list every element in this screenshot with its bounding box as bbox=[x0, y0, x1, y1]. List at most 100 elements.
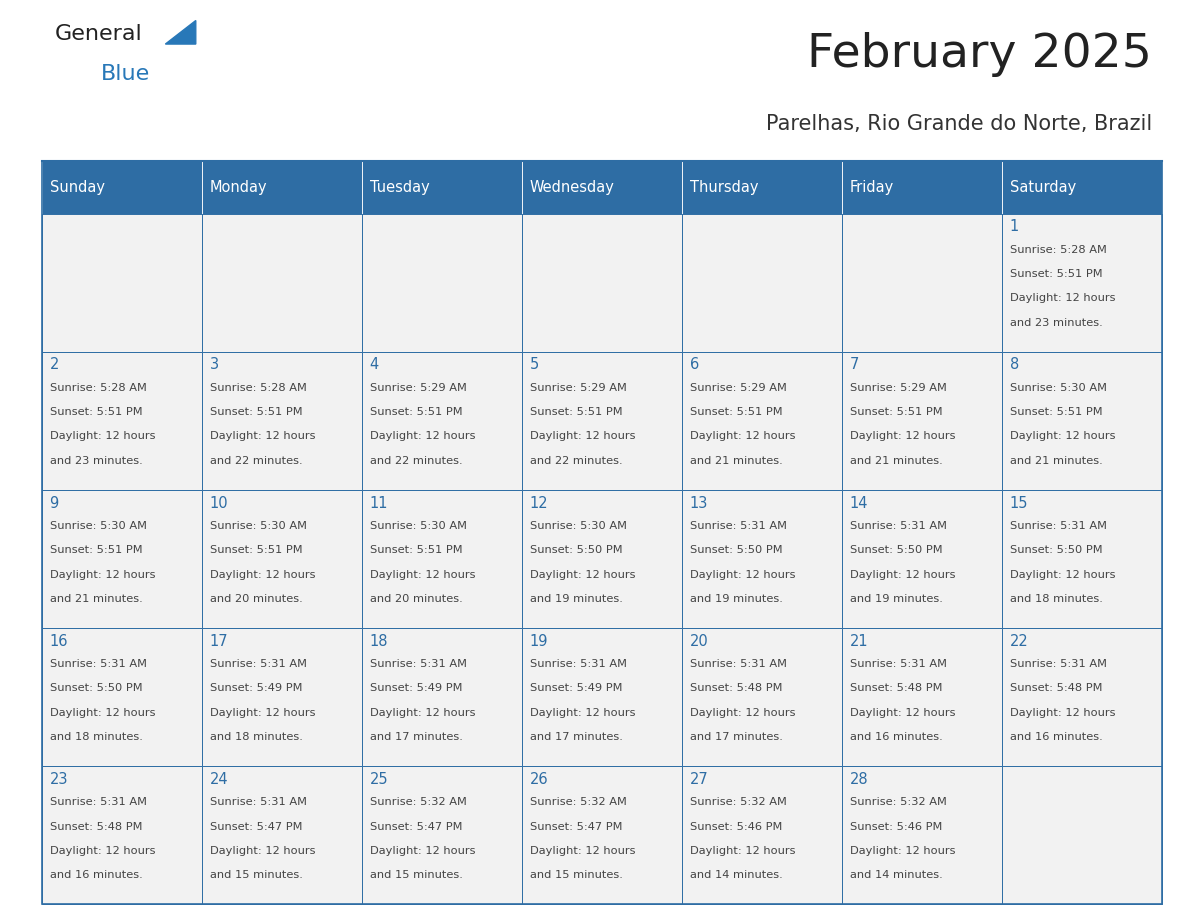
Text: Daylight: 12 hours: Daylight: 12 hours bbox=[369, 845, 475, 856]
Text: and 21 minutes.: and 21 minutes. bbox=[50, 594, 143, 604]
Text: 28: 28 bbox=[849, 772, 868, 787]
Text: Sunrise: 5:31 AM: Sunrise: 5:31 AM bbox=[50, 798, 146, 807]
Text: 14: 14 bbox=[849, 496, 868, 510]
Text: Parelhas, Rio Grande do Norte, Brazil: Parelhas, Rio Grande do Norte, Brazil bbox=[766, 114, 1152, 134]
Text: and 19 minutes.: and 19 minutes. bbox=[530, 594, 623, 604]
Text: Daylight: 12 hours: Daylight: 12 hours bbox=[530, 845, 636, 856]
Text: Sunset: 5:49 PM: Sunset: 5:49 PM bbox=[530, 684, 623, 693]
Text: Daylight: 12 hours: Daylight: 12 hours bbox=[849, 845, 955, 856]
Text: Sunset: 5:48 PM: Sunset: 5:48 PM bbox=[1010, 684, 1102, 693]
Text: 12: 12 bbox=[530, 496, 549, 510]
Text: Sunset: 5:48 PM: Sunset: 5:48 PM bbox=[849, 684, 942, 693]
Text: Sunset: 5:50 PM: Sunset: 5:50 PM bbox=[1010, 545, 1102, 555]
Text: 20: 20 bbox=[690, 633, 708, 649]
Text: Daylight: 12 hours: Daylight: 12 hours bbox=[530, 708, 636, 718]
Text: 27: 27 bbox=[690, 772, 708, 787]
Text: 6: 6 bbox=[690, 357, 699, 373]
Text: and 21 minutes.: and 21 minutes. bbox=[1010, 455, 1102, 465]
Text: Sunset: 5:50 PM: Sunset: 5:50 PM bbox=[530, 545, 623, 555]
Text: and 17 minutes.: and 17 minutes. bbox=[369, 732, 462, 742]
Text: Sunset: 5:51 PM: Sunset: 5:51 PM bbox=[50, 545, 143, 555]
Text: February 2025: February 2025 bbox=[808, 32, 1152, 77]
Text: Sunrise: 5:31 AM: Sunrise: 5:31 AM bbox=[530, 659, 627, 669]
Text: Daylight: 12 hours: Daylight: 12 hours bbox=[50, 431, 156, 442]
Text: and 18 minutes.: and 18 minutes. bbox=[50, 732, 143, 742]
Text: Daylight: 12 hours: Daylight: 12 hours bbox=[369, 708, 475, 718]
Polygon shape bbox=[165, 20, 196, 44]
Text: Sunrise: 5:30 AM: Sunrise: 5:30 AM bbox=[50, 521, 146, 532]
Text: Sunrise: 5:30 AM: Sunrise: 5:30 AM bbox=[369, 521, 467, 532]
Text: 17: 17 bbox=[209, 633, 228, 649]
Text: Sunrise: 5:31 AM: Sunrise: 5:31 AM bbox=[369, 659, 467, 669]
Text: Monday: Monday bbox=[209, 180, 267, 195]
Text: Sunrise: 5:29 AM: Sunrise: 5:29 AM bbox=[369, 383, 467, 393]
Text: Daylight: 12 hours: Daylight: 12 hours bbox=[849, 708, 955, 718]
Text: Daylight: 12 hours: Daylight: 12 hours bbox=[530, 431, 636, 442]
Text: Daylight: 12 hours: Daylight: 12 hours bbox=[1010, 708, 1116, 718]
Text: Saturday: Saturday bbox=[1010, 180, 1076, 195]
Text: Sunset: 5:50 PM: Sunset: 5:50 PM bbox=[849, 545, 942, 555]
Text: and 14 minutes.: and 14 minutes. bbox=[690, 870, 783, 879]
Text: Sunset: 5:46 PM: Sunset: 5:46 PM bbox=[690, 822, 782, 832]
Text: and 16 minutes.: and 16 minutes. bbox=[1010, 732, 1102, 742]
Text: Sunrise: 5:31 AM: Sunrise: 5:31 AM bbox=[1010, 659, 1107, 669]
Text: and 18 minutes.: and 18 minutes. bbox=[209, 732, 303, 742]
Text: Daylight: 12 hours: Daylight: 12 hours bbox=[50, 569, 156, 579]
Text: Sunset: 5:47 PM: Sunset: 5:47 PM bbox=[530, 822, 623, 832]
Text: 25: 25 bbox=[369, 772, 388, 787]
Text: Wednesday: Wednesday bbox=[530, 180, 614, 195]
Text: Sunset: 5:51 PM: Sunset: 5:51 PM bbox=[690, 408, 783, 418]
Text: 3: 3 bbox=[209, 357, 219, 373]
Text: 11: 11 bbox=[369, 496, 388, 510]
Text: and 17 minutes.: and 17 minutes. bbox=[690, 732, 783, 742]
Text: and 23 minutes.: and 23 minutes. bbox=[50, 455, 143, 465]
Text: and 16 minutes.: and 16 minutes. bbox=[849, 732, 942, 742]
Text: 2: 2 bbox=[50, 357, 59, 373]
Text: Thursday: Thursday bbox=[690, 180, 758, 195]
Text: and 14 minutes.: and 14 minutes. bbox=[849, 870, 942, 879]
Text: Sunrise: 5:31 AM: Sunrise: 5:31 AM bbox=[849, 521, 947, 532]
Text: Sunset: 5:51 PM: Sunset: 5:51 PM bbox=[369, 545, 462, 555]
Text: Sunset: 5:51 PM: Sunset: 5:51 PM bbox=[209, 545, 302, 555]
Text: Sunday: Sunday bbox=[50, 180, 105, 195]
Text: Sunrise: 5:32 AM: Sunrise: 5:32 AM bbox=[849, 798, 947, 807]
Text: Daylight: 12 hours: Daylight: 12 hours bbox=[209, 708, 315, 718]
Text: Sunrise: 5:31 AM: Sunrise: 5:31 AM bbox=[1010, 521, 1107, 532]
Text: Daylight: 12 hours: Daylight: 12 hours bbox=[690, 569, 795, 579]
Text: Daylight: 12 hours: Daylight: 12 hours bbox=[849, 569, 955, 579]
Text: Daylight: 12 hours: Daylight: 12 hours bbox=[209, 431, 315, 442]
Text: Sunrise: 5:30 AM: Sunrise: 5:30 AM bbox=[1010, 383, 1107, 393]
Text: 13: 13 bbox=[690, 496, 708, 510]
Text: Sunrise: 5:32 AM: Sunrise: 5:32 AM bbox=[690, 798, 786, 807]
Text: Sunrise: 5:31 AM: Sunrise: 5:31 AM bbox=[50, 659, 146, 669]
Text: 5: 5 bbox=[530, 357, 539, 373]
Text: and 19 minutes.: and 19 minutes. bbox=[849, 594, 942, 604]
Text: 21: 21 bbox=[849, 633, 868, 649]
Text: Sunset: 5:50 PM: Sunset: 5:50 PM bbox=[50, 684, 143, 693]
Text: Sunrise: 5:29 AM: Sunrise: 5:29 AM bbox=[690, 383, 786, 393]
Text: Sunrise: 5:29 AM: Sunrise: 5:29 AM bbox=[849, 383, 947, 393]
Text: 8: 8 bbox=[1010, 357, 1019, 373]
Text: General: General bbox=[55, 24, 143, 44]
Text: Daylight: 12 hours: Daylight: 12 hours bbox=[1010, 294, 1116, 304]
Text: Daylight: 12 hours: Daylight: 12 hours bbox=[50, 708, 156, 718]
Text: and 15 minutes.: and 15 minutes. bbox=[530, 870, 623, 879]
Text: and 23 minutes.: and 23 minutes. bbox=[1010, 318, 1102, 328]
Text: Sunset: 5:50 PM: Sunset: 5:50 PM bbox=[690, 545, 783, 555]
Text: and 15 minutes.: and 15 minutes. bbox=[369, 870, 462, 879]
Text: Sunset: 5:48 PM: Sunset: 5:48 PM bbox=[690, 684, 782, 693]
Text: Sunset: 5:51 PM: Sunset: 5:51 PM bbox=[1010, 408, 1102, 418]
Text: Sunset: 5:51 PM: Sunset: 5:51 PM bbox=[369, 408, 462, 418]
Text: and 17 minutes.: and 17 minutes. bbox=[530, 732, 623, 742]
Text: Sunset: 5:47 PM: Sunset: 5:47 PM bbox=[369, 822, 462, 832]
Text: 10: 10 bbox=[209, 496, 228, 510]
Text: and 16 minutes.: and 16 minutes. bbox=[50, 870, 143, 879]
Text: Sunrise: 5:31 AM: Sunrise: 5:31 AM bbox=[849, 659, 947, 669]
Text: Sunset: 5:51 PM: Sunset: 5:51 PM bbox=[50, 408, 143, 418]
Text: Sunset: 5:46 PM: Sunset: 5:46 PM bbox=[849, 822, 942, 832]
Text: Sunrise: 5:28 AM: Sunrise: 5:28 AM bbox=[209, 383, 307, 393]
Text: Sunrise: 5:32 AM: Sunrise: 5:32 AM bbox=[530, 798, 626, 807]
Text: Sunset: 5:51 PM: Sunset: 5:51 PM bbox=[849, 408, 942, 418]
Text: Sunset: 5:51 PM: Sunset: 5:51 PM bbox=[530, 408, 623, 418]
Text: Daylight: 12 hours: Daylight: 12 hours bbox=[50, 845, 156, 856]
